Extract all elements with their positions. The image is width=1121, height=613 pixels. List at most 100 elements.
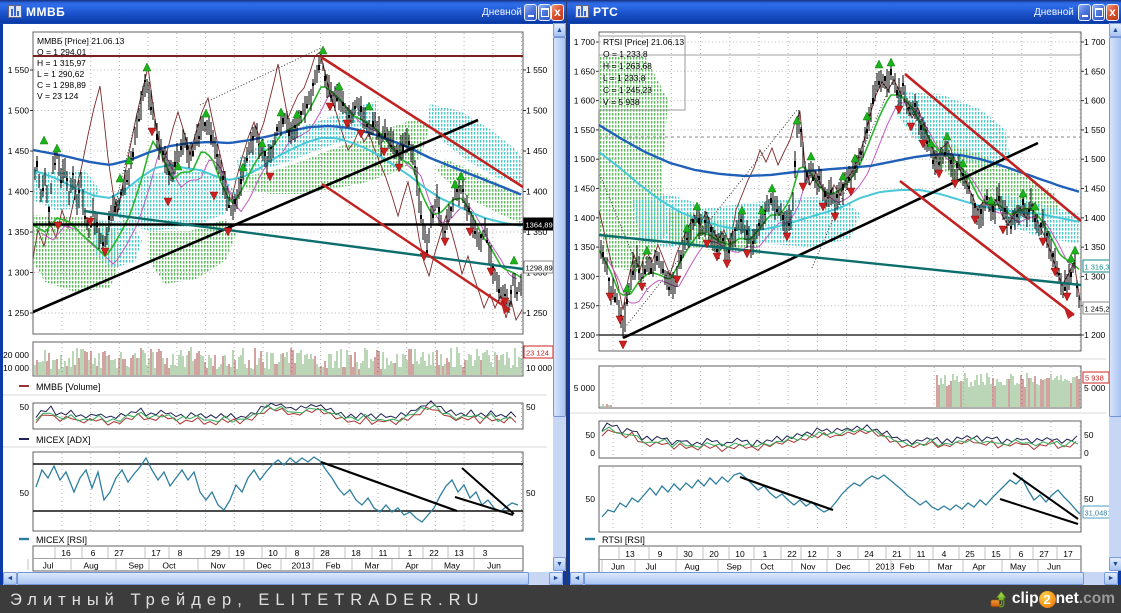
svg-text:1 350: 1 350 bbox=[8, 227, 30, 237]
svg-text:16: 16 bbox=[61, 548, 71, 558]
svg-text:V = 23 124: V = 23 124 bbox=[37, 91, 79, 101]
svg-text:11: 11 bbox=[379, 548, 388, 558]
svg-text:1: 1 bbox=[408, 548, 413, 558]
svg-text:V = 5 938: V = 5 938 bbox=[603, 97, 640, 107]
svg-text:31,048184: 31,048184 bbox=[1085, 508, 1119, 517]
svg-text:1 450: 1 450 bbox=[526, 146, 548, 156]
svg-text:50: 50 bbox=[586, 430, 596, 440]
svg-text:1 450: 1 450 bbox=[574, 184, 596, 194]
svg-text:17: 17 bbox=[151, 548, 161, 558]
svg-text:May: May bbox=[1010, 562, 1027, 572]
svg-text:1 550: 1 550 bbox=[574, 125, 596, 135]
svg-text:1 400: 1 400 bbox=[8, 187, 30, 197]
svg-text:0: 0 bbox=[1084, 448, 1089, 458]
svg-text:50: 50 bbox=[586, 494, 596, 504]
svg-text:1 300: 1 300 bbox=[574, 271, 596, 281]
svg-text:3: 3 bbox=[837, 549, 842, 559]
svg-text:50: 50 bbox=[1084, 494, 1094, 504]
svg-text:5 938: 5 938 bbox=[1085, 373, 1104, 382]
svg-text:50: 50 bbox=[1084, 430, 1094, 440]
svg-text:1 316,30: 1 316,30 bbox=[1085, 262, 1114, 271]
svg-text:50: 50 bbox=[526, 488, 536, 498]
svg-text:1 350: 1 350 bbox=[574, 242, 596, 252]
svg-text:Sep: Sep bbox=[128, 561, 143, 571]
svg-text:1 550: 1 550 bbox=[8, 65, 30, 75]
svg-text:1 250: 1 250 bbox=[526, 308, 548, 318]
svg-text:1 450: 1 450 bbox=[1084, 184, 1106, 194]
svg-text:Jun: Jun bbox=[1047, 562, 1061, 572]
svg-text:9: 9 bbox=[658, 549, 663, 559]
svg-text:1 500: 1 500 bbox=[526, 106, 548, 116]
svg-text:Nov: Nov bbox=[800, 562, 816, 572]
svg-text:11: 11 bbox=[917, 549, 926, 559]
svg-text:8: 8 bbox=[295, 548, 300, 558]
svg-text:RTSI [Price] 21.06.13: RTSI [Price] 21.06.13 bbox=[603, 37, 684, 47]
svg-text:1 500: 1 500 bbox=[574, 154, 596, 164]
svg-text:O = 1 233,8: O = 1 233,8 bbox=[603, 49, 648, 59]
svg-text:1 200: 1 200 bbox=[1084, 330, 1106, 340]
svg-text:1 650: 1 650 bbox=[574, 66, 596, 76]
svg-text:4: 4 bbox=[942, 549, 947, 559]
svg-text:3: 3 bbox=[483, 548, 488, 558]
svg-text:1 350: 1 350 bbox=[1084, 242, 1106, 252]
svg-text:MICEX [ADX]: MICEX [ADX] bbox=[36, 435, 91, 445]
svg-text:1 500: 1 500 bbox=[1084, 154, 1106, 164]
svg-text:13: 13 bbox=[454, 548, 464, 558]
svg-text:10: 10 bbox=[268, 548, 278, 558]
svg-text:24: 24 bbox=[864, 549, 874, 559]
svg-text:May: May bbox=[444, 561, 461, 571]
svg-text:1 650: 1 650 bbox=[1084, 66, 1106, 76]
svg-text:1 350: 1 350 bbox=[526, 227, 548, 237]
svg-text:50: 50 bbox=[526, 402, 536, 412]
svg-text:1 250: 1 250 bbox=[8, 308, 30, 318]
svg-text:22: 22 bbox=[429, 548, 439, 558]
svg-text:5 000: 5 000 bbox=[1084, 383, 1106, 393]
svg-text:1 700: 1 700 bbox=[574, 37, 596, 47]
svg-text:1 245,23: 1 245,23 bbox=[1085, 304, 1114, 313]
svg-text:0: 0 bbox=[590, 448, 595, 458]
svg-text:29: 29 bbox=[211, 548, 221, 558]
svg-text:6: 6 bbox=[91, 548, 96, 558]
svg-text:L = 1 233,8: L = 1 233,8 bbox=[603, 73, 646, 83]
svg-text:18: 18 bbox=[351, 548, 361, 558]
svg-text:21: 21 bbox=[892, 549, 902, 559]
svg-text:20 000: 20 000 bbox=[3, 350, 29, 360]
svg-text:20: 20 bbox=[709, 549, 719, 559]
svg-text:Apr: Apr bbox=[972, 562, 985, 572]
svg-text:1 400: 1 400 bbox=[526, 187, 548, 197]
svg-text:O = 1 294,01: O = 1 294,01 bbox=[37, 47, 87, 57]
svg-text:Jun: Jun bbox=[611, 562, 625, 572]
svg-text:Apr: Apr bbox=[405, 561, 418, 571]
svg-text:10: 10 bbox=[735, 549, 745, 559]
svg-text:1 250: 1 250 bbox=[574, 301, 596, 311]
svg-text:Dec: Dec bbox=[835, 562, 851, 572]
svg-text:13: 13 bbox=[625, 549, 635, 559]
svg-text:8: 8 bbox=[178, 548, 183, 558]
svg-text:28: 28 bbox=[320, 548, 330, 558]
svg-text:5 000: 5 000 bbox=[574, 383, 596, 393]
svg-text:1 450: 1 450 bbox=[8, 146, 30, 156]
svg-text:19: 19 bbox=[235, 548, 245, 558]
svg-text:Mar: Mar bbox=[365, 561, 380, 571]
svg-text:ММВБ [Volume]: ММВБ [Volume] bbox=[36, 382, 100, 392]
svg-text:1 400: 1 400 bbox=[1084, 213, 1106, 223]
svg-text:27: 27 bbox=[114, 548, 124, 558]
svg-text:Aug: Aug bbox=[83, 561, 98, 571]
svg-text:1 550: 1 550 bbox=[526, 65, 548, 75]
svg-text:1 550: 1 550 bbox=[1084, 125, 1106, 135]
svg-text:17: 17 bbox=[1063, 549, 1073, 559]
svg-text:RTSI [RSI]: RTSI [RSI] bbox=[602, 535, 645, 545]
svg-text:30: 30 bbox=[683, 549, 693, 559]
svg-text:Jun: Jun bbox=[487, 561, 501, 571]
svg-text:1 300: 1 300 bbox=[8, 268, 30, 278]
svg-text:1 600: 1 600 bbox=[574, 96, 596, 106]
svg-text:Mar: Mar bbox=[938, 562, 953, 572]
svg-text:27: 27 bbox=[1039, 549, 1049, 559]
svg-text:C = 1 298,89: C = 1 298,89 bbox=[37, 80, 86, 90]
svg-text:50: 50 bbox=[20, 402, 30, 412]
svg-text:L = 1 290,62: L = 1 290,62 bbox=[37, 69, 84, 79]
svg-text:Aug: Aug bbox=[684, 562, 699, 572]
svg-text:23 124: 23 124 bbox=[526, 348, 549, 357]
svg-text:6: 6 bbox=[1019, 549, 1024, 559]
svg-text:1 700: 1 700 bbox=[1084, 37, 1106, 47]
